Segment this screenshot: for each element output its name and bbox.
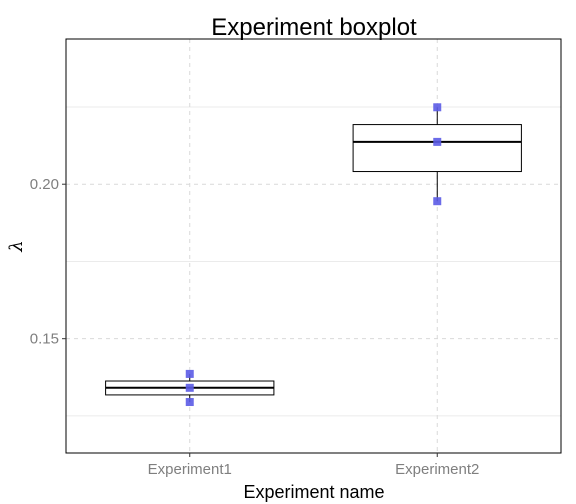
box-iqr <box>352 124 522 173</box>
y-axis-title: λ <box>6 240 27 252</box>
y-tick-label: 0.15 <box>30 331 59 348</box>
x-axis-title: Experiment name <box>243 482 384 502</box>
plot-panel-border <box>65 38 562 454</box>
chart-title: Experiment boxplot <box>211 14 417 41</box>
data-point <box>185 383 194 392</box>
x-axis-ticks: Experiment1 Experiment2 <box>148 453 479 478</box>
data-point <box>433 103 442 112</box>
y-axis-ticks: 0.15 0.20 <box>30 176 66 348</box>
point-layer <box>185 103 442 407</box>
data-point <box>433 197 442 206</box>
y-tick-label: 0.20 <box>30 176 59 193</box>
x-tick-label: Experiment2 <box>395 461 479 478</box>
box-layer <box>105 107 522 403</box>
data-point <box>433 137 442 146</box>
x-tick-label: Experiment1 <box>148 461 232 478</box>
data-point <box>185 369 194 378</box>
data-point <box>185 398 194 407</box>
